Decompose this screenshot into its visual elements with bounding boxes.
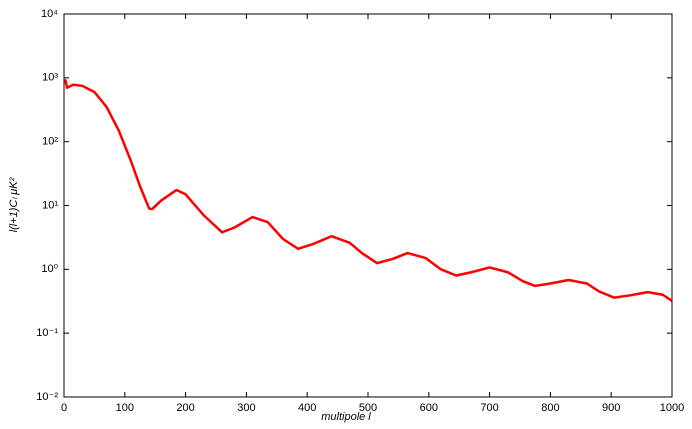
y-tick-label: 10⁻¹ bbox=[36, 327, 58, 339]
y-tick-label: 10⁴ bbox=[41, 8, 58, 20]
x-tick-label: 400 bbox=[298, 402, 316, 414]
x-tick-label: 800 bbox=[541, 402, 559, 414]
x-tick-label: 700 bbox=[480, 402, 498, 414]
x-tick-label: 100 bbox=[116, 402, 134, 414]
y-tick-label: 10³ bbox=[42, 72, 58, 84]
x-tick-label: 600 bbox=[420, 402, 438, 414]
data-line bbox=[63, 78, 673, 302]
x-tick-label: 200 bbox=[176, 402, 194, 414]
x-tick-label: 300 bbox=[237, 402, 255, 414]
x-tick-label: 900 bbox=[602, 402, 620, 414]
y-axis-label: l(l+1)Cₗ μK² bbox=[8, 177, 20, 232]
y-tick-label: 10⁻² bbox=[36, 391, 58, 403]
x-axis-label: multipole l bbox=[321, 411, 371, 423]
x-tick-label: 500 bbox=[359, 402, 377, 414]
x-tick-label: 0 bbox=[61, 402, 67, 414]
y-tick-label: 10² bbox=[42, 136, 58, 148]
y-tick-label: 10⁰ bbox=[41, 263, 58, 275]
x-tick-label: 1000 bbox=[660, 402, 684, 414]
y-tick-label: 10¹ bbox=[42, 199, 58, 211]
